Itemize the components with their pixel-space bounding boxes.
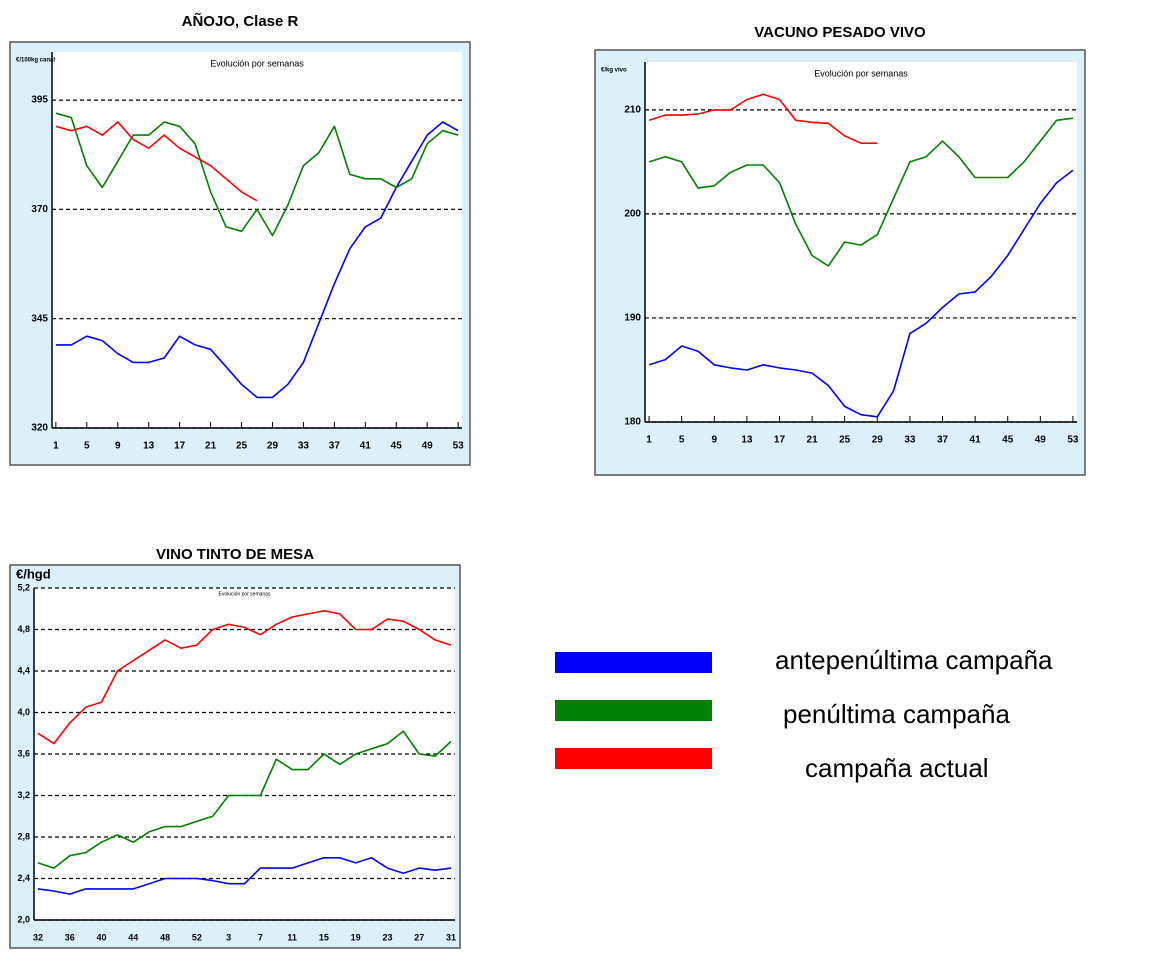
x-tick-label: 41: [970, 435, 982, 446]
series-line: [37, 857, 452, 895]
y-tick-label: 4,8: [17, 624, 30, 634]
y-tick-label: 370: [31, 204, 48, 215]
legend-label: penúltima campaña: [783, 699, 1010, 729]
x-tick-label: 1: [53, 441, 59, 452]
x-tick-label: 3: [226, 932, 231, 942]
series-line: [37, 730, 452, 869]
x-tick-label: 5: [84, 441, 90, 452]
x-tick-label: 40: [97, 932, 107, 942]
legend-swatch: [555, 652, 712, 673]
y-tick-label: 210: [624, 105, 641, 116]
x-tick-label: 53: [1067, 435, 1079, 446]
chart-title: VINO TINTO DE MESA: [156, 546, 314, 563]
legend-swatch: [555, 748, 712, 769]
chart-subtitle: Evolución por semanas: [219, 591, 271, 597]
y-tick-label: 2,8: [17, 831, 30, 841]
x-tick-label: 45: [391, 441, 403, 452]
series-line: [55, 112, 459, 237]
x-tick-label: 9: [712, 435, 718, 446]
chart-title: VACUNO PESADO VIVO: [754, 24, 926, 41]
x-tick-label: 25: [839, 435, 851, 446]
x-tick-label: 37: [937, 435, 949, 446]
y-tick-label: 395: [31, 95, 48, 106]
plot-area: [52, 52, 462, 428]
x-tick-label: 17: [774, 435, 786, 446]
y-tick-label: 190: [624, 313, 641, 324]
x-tick-label: 33: [904, 435, 916, 446]
chart-subtitle: Evolución por semanas: [814, 68, 908, 78]
y-tick-label: 180: [624, 417, 641, 428]
y-tick-label: 5,2: [17, 582, 30, 592]
y-tick-label: 3,2: [17, 790, 30, 800]
x-tick-label: 23: [382, 932, 392, 942]
x-tick-label: 13: [741, 435, 753, 446]
x-tick-label: 25: [236, 441, 248, 452]
y-tick-label: 2,4: [17, 873, 30, 883]
x-tick-label: 33: [298, 441, 310, 452]
x-tick-label: 41: [360, 441, 372, 452]
x-tick-label: 32: [33, 932, 43, 942]
x-tick-label: 31: [446, 932, 456, 942]
x-tick-label: 37: [329, 441, 341, 452]
series-line: [55, 121, 459, 399]
series-line: [648, 117, 1074, 267]
y-tick-label: 4,0: [17, 707, 30, 717]
series-line: [648, 169, 1074, 418]
x-tick-label: 17: [174, 441, 186, 452]
y-tick-label: 200: [624, 209, 641, 220]
x-tick-label: 5: [679, 435, 685, 446]
x-tick-label: 49: [422, 441, 434, 452]
y-tick-label: 320: [31, 423, 48, 434]
x-tick-label: 44: [128, 932, 138, 942]
x-tick-label: 49: [1035, 435, 1047, 446]
plot-area: [645, 62, 1077, 422]
x-tick-label: 53: [453, 441, 465, 452]
x-tick-label: 19: [351, 932, 361, 942]
chart-subtitle: Evolución por semanas: [210, 58, 304, 68]
x-tick-label: 1: [646, 435, 652, 446]
series-line: [648, 93, 878, 144]
legend-swatch: [555, 700, 712, 721]
x-tick-label: 52: [192, 932, 202, 942]
x-tick-label: 13: [143, 441, 155, 452]
y-axis-label: €/hgd: [16, 566, 51, 581]
x-tick-label: 36: [65, 932, 75, 942]
y-tick-label: 2,0: [17, 914, 30, 924]
x-tick-label: 21: [205, 441, 217, 452]
y-tick-label: 345: [31, 313, 48, 324]
x-tick-label: 11: [287, 932, 297, 942]
y-tick-label: 3,6: [17, 748, 30, 758]
y-tick-label: 4,4: [17, 665, 30, 675]
legend-label: antepenúltima campaña: [775, 645, 1053, 675]
x-tick-label: 21: [807, 435, 819, 446]
series-line: [55, 121, 258, 202]
x-tick-label: 45: [1002, 435, 1014, 446]
x-tick-label: 7: [258, 932, 263, 942]
series-line: [37, 610, 452, 745]
x-tick-label: 15: [319, 932, 329, 942]
chart-title: AÑOJO, Clase R: [182, 12, 299, 30]
y-axis-label: €/kg vivo: [601, 68, 627, 74]
x-tick-label: 48: [160, 932, 170, 942]
x-tick-label: 27: [414, 932, 424, 942]
y-axis-label: €/100kg canal: [16, 58, 55, 64]
x-tick-label: 29: [872, 435, 884, 446]
legend-label: campaña actual: [805, 753, 989, 783]
x-tick-label: 9: [115, 441, 121, 452]
x-tick-label: 29: [267, 441, 279, 452]
